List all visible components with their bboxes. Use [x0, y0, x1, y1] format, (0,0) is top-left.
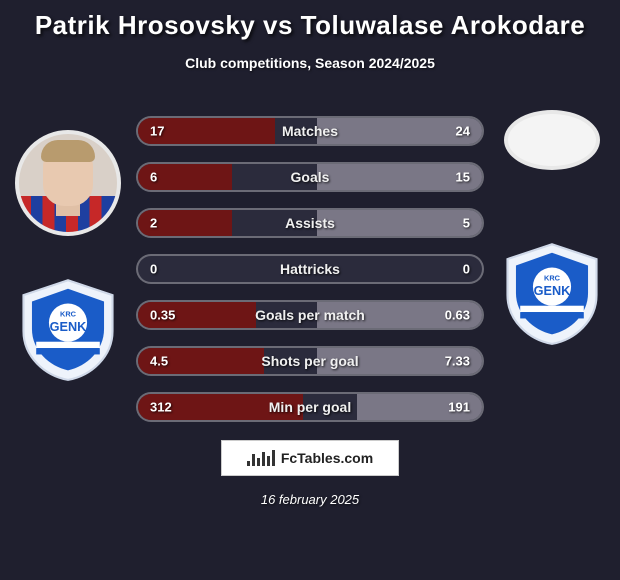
svg-text:KRC: KRC: [544, 273, 561, 282]
left-club-badge: KRC GENK: [15, 276, 121, 382]
stat-row: 312191Min per goal: [136, 392, 484, 422]
stat-row: 1724Matches: [136, 116, 484, 146]
stat-label: Goals per match: [138, 307, 482, 323]
right-club-badge: KRC GENK: [499, 240, 605, 346]
stat-label: Assists: [138, 215, 482, 231]
right-player-photo-placeholder: [504, 110, 600, 170]
stat-label: Min per goal: [138, 399, 482, 415]
left-player-photo: [15, 130, 121, 236]
stat-bars-container: 1724Matches 615Goals 25Assists 00Hattricks 0…: [136, 116, 484, 438]
right-column: KRC GENK: [492, 100, 612, 346]
stat-row: 0.350.63Goals per match: [136, 300, 484, 330]
left-column: KRC GENK: [8, 100, 128, 382]
genk-badge-icon: KRC GENK: [15, 276, 121, 382]
stat-label: Goals: [138, 169, 482, 185]
logo-text: FcTables.com: [281, 450, 373, 466]
stat-row: 25Assists: [136, 208, 484, 238]
stat-row: 615Goals: [136, 162, 484, 192]
stat-row: 00Hattricks: [136, 254, 484, 284]
stat-label: Hattricks: [138, 261, 482, 277]
fctables-logo: FcTables.com: [221, 440, 399, 476]
subtitle: Club competitions, Season 2024/2025: [0, 55, 620, 71]
svg-text:KRC: KRC: [60, 309, 77, 318]
page-title: Patrik Hrosovsky vs Toluwalase Arokodare: [0, 0, 620, 41]
stat-label: Matches: [138, 123, 482, 139]
chart-bars-icon: [247, 450, 275, 466]
stat-label: Shots per goal: [138, 353, 482, 369]
svg-text:GENK: GENK: [50, 319, 88, 334]
svg-text:GENK: GENK: [534, 283, 572, 298]
stat-row: 4.57.33Shots per goal: [136, 346, 484, 376]
genk-badge-icon: KRC GENK: [499, 240, 605, 346]
left-player-hair: [41, 140, 95, 162]
date-label: 16 february 2025: [0, 492, 620, 507]
